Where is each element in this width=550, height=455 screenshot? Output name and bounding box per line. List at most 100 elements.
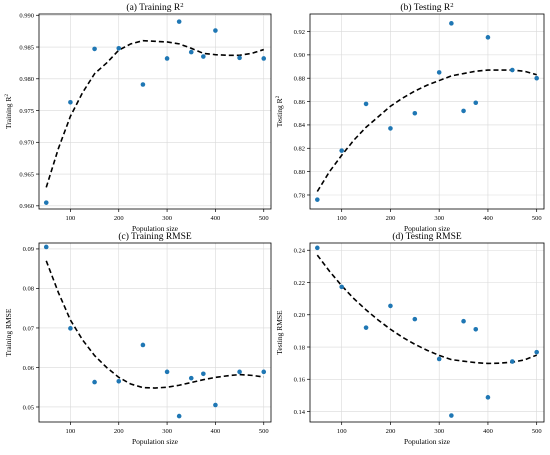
x-tick-label: 100	[337, 428, 347, 435]
plot-frame	[309, 242, 545, 423]
y-tick-label: 0.965	[19, 171, 34, 178]
data-point	[363, 101, 369, 107]
data-point	[388, 126, 393, 131]
y-axis-label: Testing R2	[275, 95, 284, 127]
y-tick-label: 0.05	[23, 404, 34, 411]
data-point	[261, 369, 267, 375]
data-point	[339, 148, 344, 153]
data-point	[436, 70, 442, 75]
y-tick-label: 0.08	[23, 286, 34, 293]
x-tick-label: 300	[162, 428, 172, 435]
chart-panel-4: 100 200 300 400 500 0.14 0.16 0.18 0.20 0.22 0.24 (…	[275, 231, 545, 446]
x-axis-label: Population size	[132, 224, 179, 233]
data-point	[473, 100, 479, 106]
x-axis-label: Population size	[132, 437, 179, 446]
y-tick-label: 0.18	[294, 344, 305, 351]
data-point	[412, 110, 418, 116]
data-point	[68, 99, 73, 105]
y-tick-label: 0.975	[19, 108, 34, 115]
data-point	[140, 82, 146, 87]
data-point	[363, 325, 369, 330]
x-tick-label: 400	[211, 428, 221, 435]
fit-curve	[316, 69, 537, 192]
data-point	[164, 56, 170, 61]
chart-panel-3: 100 200 300 400 500 0.05 0.06 0.07 0.08 0.09 (c) T…	[4, 231, 272, 446]
fit-curve	[45, 260, 264, 389]
data-point	[43, 200, 49, 205]
y-tick-label: 0.20	[294, 312, 305, 319]
y-tick-label: 0.09	[23, 246, 34, 253]
data-point	[461, 108, 466, 114]
data-point	[116, 45, 122, 51]
data-point	[315, 245, 320, 251]
data-point	[473, 326, 479, 332]
data-point	[43, 244, 49, 250]
data-point	[339, 284, 344, 290]
x-tick-label: 500	[259, 215, 269, 222]
fit-curve	[45, 39, 264, 188]
x-tick-label: 500	[532, 428, 542, 435]
x-tick-label: 200	[386, 215, 396, 222]
y-tick-label: 0.90	[294, 52, 305, 59]
data-point	[485, 395, 491, 400]
y-tick-label: 0.92	[294, 29, 305, 36]
data-point	[237, 369, 242, 375]
data-point	[213, 28, 218, 33]
data-point	[164, 369, 170, 375]
y-axis-label: Training R2	[4, 94, 13, 129]
fit-curve	[316, 254, 537, 365]
data-point	[116, 379, 122, 384]
data-point	[388, 303, 393, 309]
y-tick-label: 0.24	[294, 248, 306, 255]
x-tick-label: 400	[483, 215, 493, 222]
x-tick-label: 300	[434, 215, 444, 222]
y-tick-label: 0.960	[19, 203, 34, 210]
data-point	[461, 318, 466, 324]
data-point	[436, 356, 442, 362]
y-tick-label: 0.14	[294, 409, 306, 416]
x-tick-label: 100	[66, 428, 76, 435]
data-point	[449, 413, 454, 418]
data-point	[485, 35, 491, 40]
x-tick-label: 300	[434, 428, 444, 435]
y-axis-label: Training RMSE	[4, 308, 13, 356]
plot-frame	[38, 242, 272, 423]
x-tick-label: 200	[386, 428, 396, 435]
data-point	[68, 326, 73, 331]
data-point	[534, 349, 539, 355]
x-tick-label: 400	[211, 215, 221, 222]
y-tick-label: 0.78	[294, 192, 305, 199]
y-tick-label: 0.84	[294, 122, 306, 129]
x-tick-label: 200	[114, 428, 124, 435]
y-tick-label: 0.970	[19, 140, 34, 147]
y-axis-label: Testing RMSE	[275, 310, 284, 355]
data-point	[261, 56, 267, 61]
y-tick-label: 0.07	[23, 325, 35, 332]
data-point	[176, 413, 182, 419]
y-tick-label: 0.86	[294, 99, 306, 106]
x-axis-label: Population size	[404, 224, 451, 233]
y-tick-label: 0.88	[294, 76, 305, 83]
data-point	[188, 49, 194, 55]
chart-title: (c) Training RMSE	[118, 231, 192, 242]
y-tick-label: 0.22	[294, 280, 305, 287]
y-tick-label: 0.80	[294, 169, 305, 176]
x-tick-label: 300	[162, 215, 172, 222]
data-point	[201, 54, 206, 59]
data-point	[534, 75, 539, 81]
y-tick-label: 0.06	[23, 365, 35, 372]
data-point	[201, 371, 206, 377]
chart-panel-2: 100 200 300 400 500 0.78 0.80 0.82 0.84 0.86 0.88 0…	[275, 2, 545, 233]
plot-frame	[38, 13, 272, 210]
x-axis-label: Population size	[404, 437, 451, 446]
data-point	[92, 46, 97, 52]
x-tick-label: 500	[259, 428, 269, 435]
x-tick-label: 100	[66, 215, 76, 222]
chart-title: (d) Testing RMSE	[392, 231, 462, 242]
y-tick-label: 0.985	[19, 44, 34, 51]
x-tick-label: 100	[337, 215, 347, 222]
chart-title: (b) Testing R2	[400, 2, 453, 14]
x-tick-label: 500	[532, 215, 542, 222]
data-point	[92, 379, 97, 385]
